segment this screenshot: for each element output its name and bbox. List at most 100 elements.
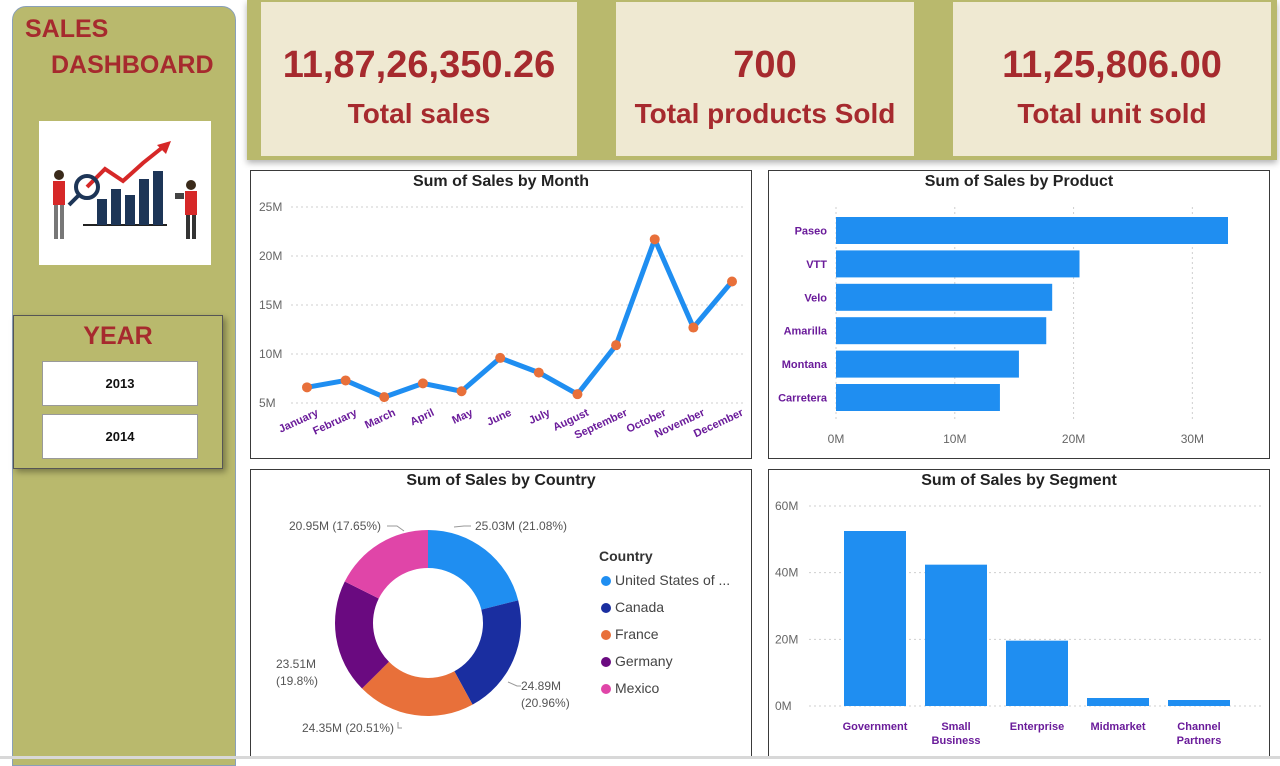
year-filter: YEAR 2013 2014 <box>13 315 223 469</box>
bar <box>836 283 1053 311</box>
bar <box>1087 698 1149 706</box>
country-legend-title: Country <box>599 548 653 564</box>
bar <box>836 350 1019 378</box>
legend-dot-icon <box>601 603 611 614</box>
data-point <box>649 234 660 245</box>
series-line-sales <box>306 236 734 400</box>
chart-sales-by-month: Sum of Sales by Month 5M 10M 15M 20M 25M Janu… <box>250 170 752 459</box>
bar <box>925 564 987 706</box>
y-tick-label: 0M <box>775 699 792 713</box>
slice-label-germany-pct: (19.8%) <box>276 674 318 688</box>
kpi-total-sales-label: Total sales <box>347 98 491 129</box>
y-tick-label: Paseo <box>795 226 828 238</box>
legend-label: Mexico <box>615 680 660 696</box>
y-tick-label: Carretera <box>778 393 828 405</box>
chart-segment-title: Sum of Sales by Segment <box>921 472 1117 489</box>
y-tick-label: 25M <box>259 200 282 214</box>
chart-product-title: Sum of Sales by Product <box>924 173 1114 190</box>
x-tick-label: Small <box>941 721 970 733</box>
data-point <box>611 340 622 351</box>
legend-dot-icon <box>601 576 611 587</box>
kpi-total-products-label: Total products Sold <box>634 98 896 129</box>
dashboard-title-line1: SALES <box>25 15 109 43</box>
x-tick-label: Government <box>843 721 908 733</box>
legend-label: Canada <box>615 599 665 615</box>
leader-line <box>397 722 402 729</box>
sidebar: SALES DASHBOARD YEAR 2013 2014 <box>12 6 236 766</box>
data-point <box>379 392 390 403</box>
kpi-total-units: 11,25,806.00 Total unit sold <box>953 2 1271 156</box>
bar <box>1168 700 1230 706</box>
y-tick-label: 5M <box>259 396 276 410</box>
data-point <box>688 322 699 333</box>
dashboard-title-line2: DASHBOARD <box>51 51 214 79</box>
y-tick-label: 20M <box>259 249 282 263</box>
bar <box>1006 640 1068 706</box>
slice-label-canada-value: 24.89M <box>521 679 561 693</box>
data-point <box>302 382 312 393</box>
kpi-total-sales: 11,87,26,350.26 Total sales <box>261 2 577 156</box>
x-tick-label: February <box>311 406 360 437</box>
y-tick-label: 40M <box>775 566 798 580</box>
legend-item-canada[interactable]: Canada <box>601 599 664 615</box>
legend-dot-icon <box>601 630 611 641</box>
x-tick-label: July <box>527 406 553 427</box>
data-point <box>340 375 351 386</box>
legend-item-germany[interactable]: Germany <box>601 653 673 669</box>
sales-growth-illustration-icon <box>39 121 211 265</box>
year-option-2013[interactable]: 2013 <box>42 361 198 406</box>
chart-country-title: Sum of Sales by Country <box>406 472 596 489</box>
x-tick-label: 20M <box>1062 432 1085 446</box>
kpi-total-units-value: 11,25,806.00 <box>1002 44 1222 86</box>
year-option-2014[interactable]: 2014 <box>42 414 198 459</box>
x-tick-label: Channel <box>1177 721 1220 733</box>
chart-segment-svg: 0M 20M 40M 60M Government Small Business Enterp… <box>775 499 1261 747</box>
year-filter-title: YEAR <box>83 322 153 350</box>
x-tick-label: 0M <box>828 432 845 446</box>
leader-line <box>387 525 405 532</box>
legend-dot-icon <box>601 684 611 695</box>
kpi-total-sales-value: 11,87,26,350.26 <box>282 44 556 86</box>
y-tick-label: Amarilla <box>784 326 828 338</box>
donut-slice <box>344 530 428 599</box>
y-tick-label: 20M <box>775 632 798 646</box>
legend-label: France <box>615 626 659 642</box>
slice-label-france: 24.35M (20.51%) <box>302 721 394 735</box>
x-tick-label: Enterprise <box>1010 721 1064 733</box>
data-point <box>417 378 428 389</box>
y-tick-label: 60M <box>775 499 798 513</box>
x-tick-label: April <box>408 407 436 428</box>
kpi-strip: 11,87,26,350.26 Total sales 700 Total pr… <box>247 0 1277 160</box>
legend-item-usa[interactable]: United States of ... <box>601 572 730 588</box>
chart-product-svg: 0M 10M 20M 30M Paseo VTT Velo Amarilla Montana Ca… <box>778 207 1228 446</box>
chart-country-svg: 25.03M (21.08%) 24.89M (20.96%) 24.35M (20.… <box>276 519 570 735</box>
slice-label-canada-pct: (20.96%) <box>521 696 570 710</box>
data-point <box>572 389 583 400</box>
y-tick-label: VTT <box>806 259 827 271</box>
chart-month-title: Sum of Sales by Month <box>412 173 589 190</box>
data-point <box>727 276 737 287</box>
donut-slice <box>454 600 521 705</box>
donut-slice <box>362 661 473 716</box>
x-tick-label: March <box>363 407 398 432</box>
leader-line <box>453 525 471 528</box>
chart-sales-by-country: Sum of Sales by Country 25.03M (21.08%) 2… <box>250 469 752 759</box>
data-point <box>456 386 467 397</box>
chart-sales-by-product: Sum of Sales by Product 0M 10M 20M 30M Paseo… <box>768 170 1270 459</box>
donut-slice <box>335 581 389 689</box>
slice-label-mexico: 20.95M (17.65%) <box>289 519 381 533</box>
kpi-total-products-value: 700 <box>733 44 797 86</box>
bar <box>844 531 906 706</box>
kpi-total-products: 700 Total products Sold <box>616 2 914 156</box>
bar <box>836 317 1047 345</box>
legend-label: United States of ... <box>615 572 731 588</box>
data-point <box>533 367 544 378</box>
legend-item-france[interactable]: France <box>601 626 659 642</box>
bar <box>836 217 1228 244</box>
kpi-total-units-label: Total unit sold <box>1017 98 1207 129</box>
y-tick-label: 15M <box>259 298 282 312</box>
leader-line <box>507 681 521 687</box>
legend-dot-icon <box>601 657 611 668</box>
slice-label-germany-value: 23.51M <box>276 657 316 671</box>
legend-item-mexico[interactable]: Mexico <box>601 680 659 696</box>
